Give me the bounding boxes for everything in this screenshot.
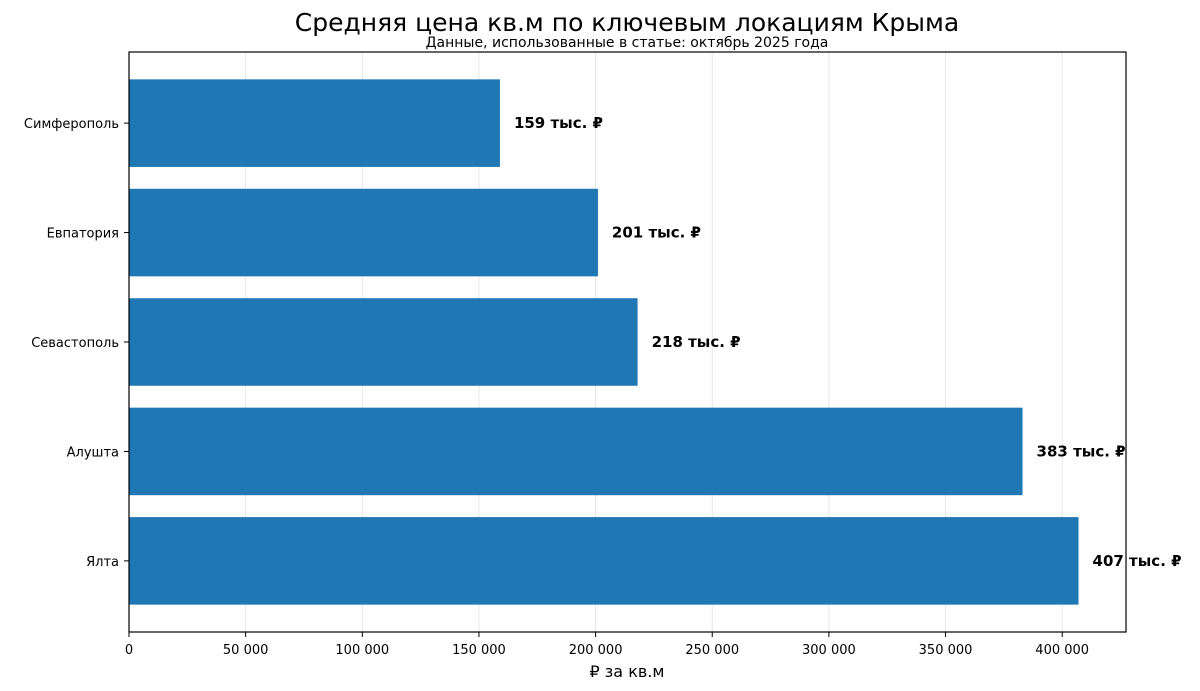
x-tick-label: 0 [125, 643, 133, 658]
bar [129, 298, 638, 386]
data-label: 383 тыс. ₽ [1037, 442, 1126, 460]
x-tick-label: 100 000 [335, 643, 389, 658]
x-tick-label: 400 000 [1035, 643, 1089, 658]
bar [129, 517, 1079, 605]
data-labels: 159 тыс. ₽ 201 тыс. ₽ 218 тыс. ₽ 383 тыс. ₽… [514, 114, 1182, 570]
x-axis-ticks: 0 50 000 100 000 150 000 200 000 250 000 300 0… [125, 632, 1089, 658]
y-tick-label: Алушта [67, 445, 119, 460]
x-axis-label: ₽ за кв.м [590, 662, 665, 681]
x-tick-label: 250 000 [685, 643, 739, 658]
bars [129, 79, 1079, 605]
y-tick-label: Евпатория [47, 227, 119, 242]
y-axis-ticks: Симферополь Евпатория Севастополь Алушта Ялт… [24, 117, 129, 570]
bar [129, 79, 500, 167]
x-tick-label: 300 000 [802, 643, 856, 658]
chart-subtitle: Данные, использованные в статье: октябрь… [426, 35, 829, 51]
data-label: 201 тыс. ₽ [612, 224, 701, 242]
x-tick-label: 200 000 [569, 643, 623, 658]
x-tick-label: 50 000 [223, 643, 269, 658]
bar [129, 188, 598, 277]
chart-title: Средняя цена кв.м по ключевым локациям К… [295, 8, 959, 37]
data-label: 218 тыс. ₽ [652, 333, 741, 351]
x-tick-label: 150 000 [452, 643, 506, 658]
data-label: 159 тыс. ₽ [514, 114, 603, 132]
x-tick-label: 350 000 [919, 643, 973, 658]
y-tick-label: Ялта [86, 555, 119, 570]
bar [129, 407, 1023, 496]
data-label: 407 тыс. ₽ [1093, 552, 1182, 570]
y-tick-label: Севастополь [31, 336, 119, 351]
plot-frame [128, 51, 1127, 633]
y-tick-label: Симферополь [24, 117, 119, 132]
